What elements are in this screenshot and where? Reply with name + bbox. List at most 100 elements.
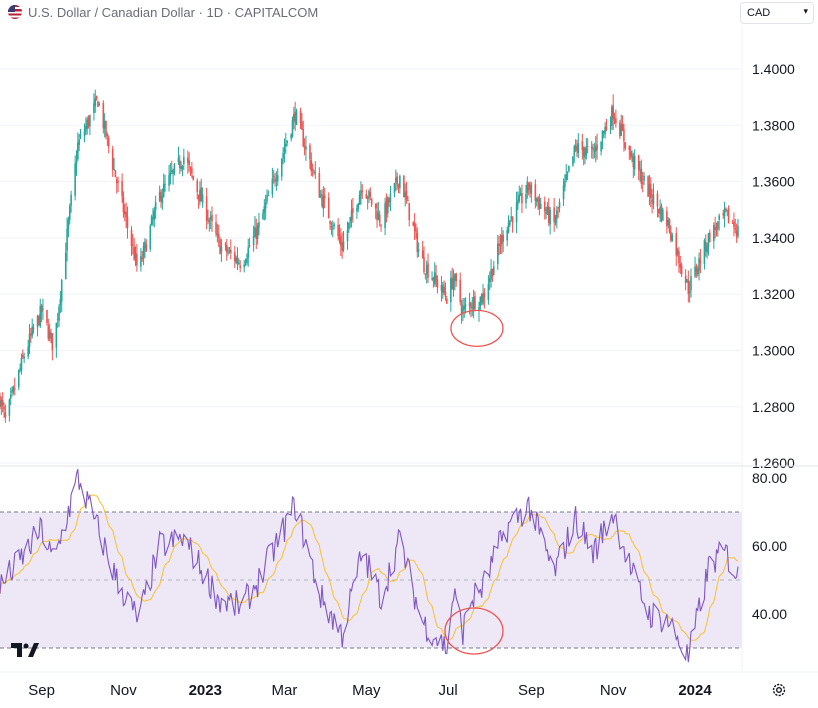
time-tick-label: Jul [439,682,458,699]
candle [150,214,153,226]
candle [492,260,495,276]
candle [272,169,275,184]
price-annotation-circle[interactable] [450,309,504,348]
candle [526,176,529,199]
candle [529,181,531,198]
price-tick-label: 1.3400 [752,230,795,246]
candle [85,117,87,135]
candle [446,296,448,305]
rsi-band [0,511,742,649]
annotations [444,309,504,655]
candle [187,150,189,174]
candle [652,183,655,210]
candle [258,212,260,236]
candle [415,223,417,239]
candle [154,195,157,219]
candle [19,363,21,373]
candle [498,235,500,256]
candle [47,318,50,342]
candle [123,203,126,222]
candle [713,222,715,249]
candle [235,255,237,265]
candle [688,280,691,303]
candle [395,169,397,192]
candle [727,205,730,224]
candle [243,259,246,273]
candle [248,237,251,248]
candle [464,297,467,314]
candle [431,271,433,281]
candle [201,187,204,208]
candle [605,118,608,132]
candle [679,255,682,274]
candle [396,172,398,191]
candle [731,219,734,224]
candle [234,245,236,269]
candle [694,256,696,279]
candle [87,115,90,129]
candle [620,114,623,137]
candle [408,202,411,227]
candle [286,140,288,147]
candle [695,263,698,278]
candle [451,267,453,291]
candle [365,189,368,199]
candle [20,353,23,375]
rsi-annotation-circle[interactable] [444,607,504,655]
us-flag-icon [8,5,22,19]
candle [462,298,464,322]
candle [313,169,315,175]
time-tick-label: Nov [600,682,627,699]
candle [323,187,326,209]
rsi-tick-label: 40.00 [752,606,787,622]
candle [619,119,621,140]
candle [435,265,437,287]
candle [189,166,192,177]
candle [613,112,616,125]
price-tick-label: 1.2600 [752,455,795,471]
candle [207,209,209,225]
candle [271,167,274,198]
candle [455,272,458,287]
candle [217,224,220,248]
price-tick-label: 1.3600 [752,174,795,190]
gear-icon[interactable] [770,681,788,699]
candle [12,385,15,395]
candle [432,276,435,288]
candle [615,109,617,128]
candle [169,162,172,185]
currency-select[interactable]: CAD ▾ [740,2,814,24]
candle [628,145,631,160]
candle [200,178,203,202]
candle [224,241,227,251]
candle [322,186,325,217]
candle [590,141,593,159]
candle [170,160,173,175]
candle [95,95,98,101]
candle [405,181,408,204]
candle [98,101,101,107]
candle [215,214,217,237]
candle [228,246,231,254]
candle [161,188,164,210]
candle [519,187,522,197]
candle [48,323,51,342]
candle [283,138,286,163]
candle [566,171,569,181]
candle [592,143,594,160]
candle [554,214,557,226]
candle [136,243,138,272]
candle [403,174,405,198]
candle [658,208,660,218]
candle [557,206,559,218]
candle [83,123,86,143]
candle [158,185,161,203]
candle [220,239,223,262]
candle [515,191,518,234]
candle [479,296,482,311]
candle [433,262,436,287]
candle [581,133,584,160]
chart-header: U.S. Dollar / Canadian Dollar · 1D · CAP… [0,0,818,26]
candle [352,197,354,223]
